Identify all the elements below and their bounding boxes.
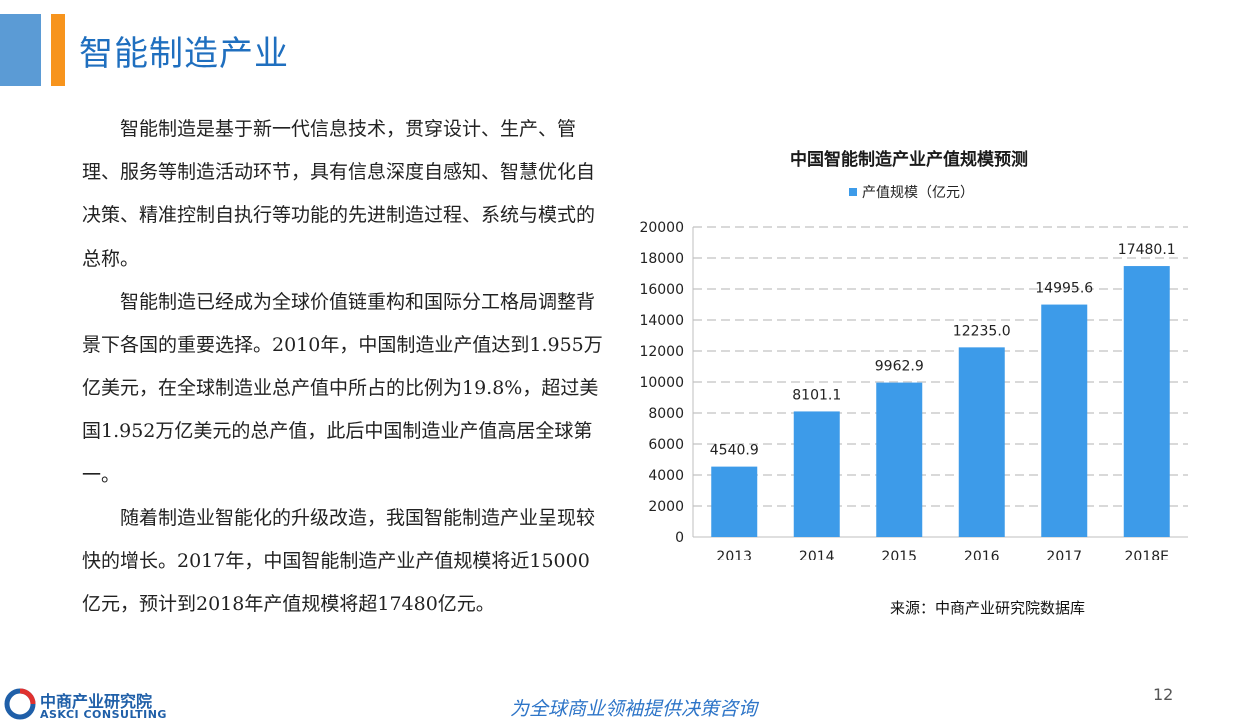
data-label: 9962.9: [875, 359, 924, 375]
paragraph-1: 智能制造是基于新一代信息技术，贯穿设计、生产、管理、服务等制造活动环节，具有信息…: [82, 118, 596, 270]
bar: [711, 466, 758, 537]
bar: [876, 382, 923, 537]
x-axis-ticks: 2013 2014 2015 2016 2017 2018E: [716, 549, 1169, 560]
legend-swatch: [849, 188, 857, 196]
y-tick-label: 14000: [639, 313, 684, 329]
data-label: 4540.9: [710, 443, 759, 459]
data-labels: 4540.9 8101.1 9962.9 12235.0 14995.6 17480.1: [710, 242, 1176, 459]
x-tick-label: 2015: [881, 549, 917, 560]
y-tick-label: 4000: [648, 468, 684, 484]
source-note: 来源：中商产业研究院数据库: [890, 599, 1086, 617]
header-accent-bar-blue: [0, 14, 41, 86]
data-label: 14995.6: [1035, 281, 1093, 297]
chart-gridlines: [692, 226, 1188, 538]
x-tick-label: 2018E: [1125, 549, 1169, 560]
y-tick-label: 20000: [639, 220, 684, 236]
bar: [793, 411, 840, 537]
footer-slogan: 为全球商业领袖提供决策咨询: [510, 698, 758, 720]
y-tick-label: 16000: [639, 282, 684, 298]
page-title: 智能制造产业: [79, 34, 289, 74]
logo-icon: [4, 688, 36, 720]
paragraph-3: 随着制造业智能化的升级改造，我国智能制造产业呈现较快的增长。2017年，中国智能…: [82, 506, 596, 616]
y-axis-ticks: 0 2000 4000 6000 8000 10000 12000 14000 16000 180…: [639, 220, 684, 546]
paragraph-2: 智能制造已经成为全球价值链重构和国际分工格局调整背景下各国的重要选择。2010年…: [82, 290, 603, 486]
logo-text-en: ASKCI CONSULTING: [40, 708, 167, 721]
y-tick-label: 2000: [648, 499, 684, 515]
data-label: 12235.0: [953, 323, 1011, 339]
bar-chart: 中国智能制造产业产值规模预测 产值规模（亿元） 0 2000 4000 6000 800…: [639, 149, 1188, 560]
y-tick-label: 18000: [639, 251, 684, 267]
chart-title: 中国智能制造产业产值规模预测: [790, 149, 1028, 170]
data-label: 8101.1: [792, 387, 841, 403]
bar: [1123, 266, 1170, 537]
x-tick-label: 2014: [799, 549, 835, 560]
bar: [958, 347, 1005, 537]
page-number: 12: [1153, 685, 1174, 704]
y-tick-label: 0: [675, 530, 684, 546]
company-logo: 中商产业研究院 ASKCI CONSULTING: [4, 686, 184, 724]
data-label: 17480.1: [1118, 242, 1176, 258]
y-tick-label: 12000: [639, 344, 684, 360]
y-tick-label: 8000: [648, 406, 684, 422]
x-tick-label: 2017: [1046, 549, 1082, 560]
legend-label: 产值规模（亿元）: [862, 185, 974, 201]
chart-bars: [711, 266, 1170, 537]
x-tick-label: 2016: [964, 549, 1000, 560]
x-tick-label: 2013: [716, 549, 752, 560]
y-tick-label: 10000: [639, 375, 684, 391]
body-text: 智能制造是基于新一代信息技术，贯穿设计、生产、管理、服务等制造活动环节，具有信息…: [82, 108, 607, 626]
y-tick-label: 6000: [648, 437, 684, 453]
bar: [1041, 304, 1088, 537]
header-accent-bar-orange: [51, 14, 65, 86]
logo-text-cn: 中商产业研究院: [40, 692, 153, 711]
